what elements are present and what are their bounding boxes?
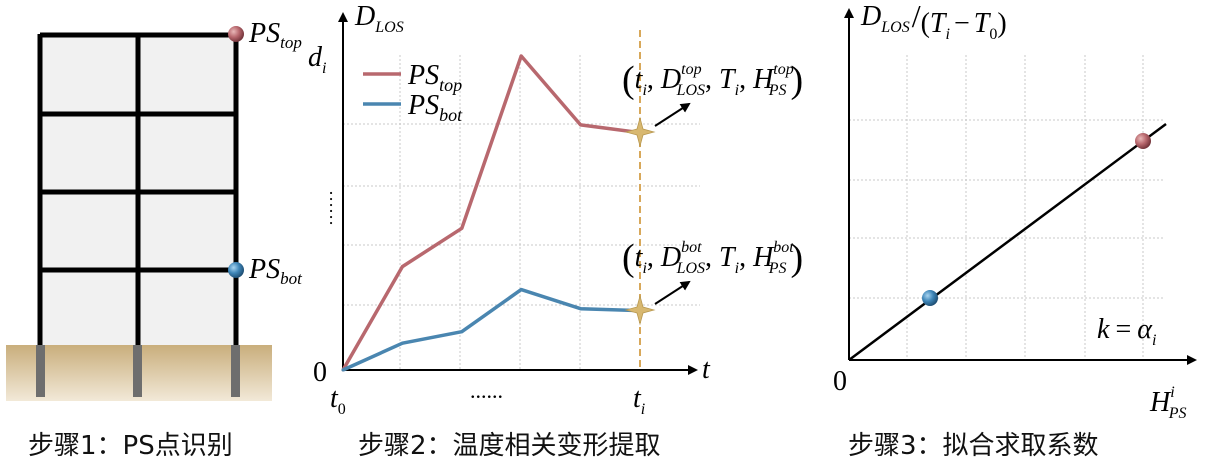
caption-step-1: 步骤1：PS点识别: [28, 431, 233, 461]
legend: PStop PSbot: [363, 60, 463, 125]
series-points-ps-top: [341, 54, 642, 372]
series-line-ps-bot: [342, 287, 641, 372]
origin-panel-3: 0: [833, 366, 847, 397]
di-label: di: [308, 42, 326, 77]
star-bot: [624, 294, 656, 326]
data-point-ps-bot-4: [579, 307, 583, 311]
x-axis-label-panel-3: Hi PS: [1149, 384, 1186, 422]
data-point-ps-bot-2: [460, 330, 464, 334]
slope-label: k = αi: [1097, 314, 1156, 349]
fit-point-top: [1135, 133, 1151, 149]
ps-top-label: PStop: [248, 18, 302, 52]
data-point-ps-top-3: [519, 54, 523, 58]
ps-bot-point: [228, 262, 244, 278]
star-top: [624, 116, 656, 148]
data-point-ps-bot-3: [519, 288, 523, 292]
y-axis-label-panel-2: DLOS: [354, 1, 404, 36]
y-axis-label-panel-3: DLOS/(Ti − T0): [860, 0, 1007, 43]
caption-step-2: 步骤2：温度相关变形提取: [358, 431, 661, 461]
tuple-bot: (ti, Dbot LOS, Ti, Hbot PS): [622, 237, 803, 279]
data-point-ps-bot-1: [400, 341, 404, 345]
series-line-ps-top: [341, 54, 641, 371]
x-ellipsis: ......: [470, 378, 503, 403]
building-frame: [37, 32, 239, 345]
ps-bot-label: PSbot: [248, 254, 303, 288]
legend-label-top: PStop: [407, 60, 462, 95]
arrow-to-tuple-bot: [654, 280, 691, 305]
x-axis-label-panel-2: t: [702, 354, 711, 385]
panel-2-time-series: PStop PSbot DLOS di …… 0 t0 ...... ti t …: [308, 1, 803, 461]
ps-top-point: [228, 26, 244, 42]
t0-label: t0: [330, 383, 346, 418]
data-point-ps-bot-0: [341, 368, 345, 372]
fit-line: [848, 122, 1167, 362]
series-points-ps-bot: [341, 288, 642, 372]
tuple-top: (ti, Dtop LOS, Ti, Htop PS): [622, 59, 803, 101]
panel-3-linear-fit: DLOS/(Ti − T0) 0 Hi PS k = αi 步骤3：拟合求取系数: [833, 0, 1197, 461]
grid-panel-3: [849, 55, 1165, 360]
panel-1-building: PStop PSbot 步骤1：PS点识别: [6, 18, 303, 461]
y-ellipsis: ……: [326, 190, 346, 226]
data-point-ps-top-2: [460, 226, 464, 230]
caption-step-3: 步骤3：拟合求取系数: [848, 431, 1099, 461]
data-point-ps-top-4: [579, 123, 583, 127]
foundation-piles: [36, 345, 240, 397]
data-point-ps-top-1: [400, 265, 404, 269]
legend-label-bot: PSbot: [407, 90, 463, 125]
arrow-to-tuple-top: [654, 102, 691, 127]
ti-label: ti: [633, 383, 645, 418]
fit-point-bot: [922, 290, 938, 306]
origin-panel-2: 0: [313, 357, 327, 388]
